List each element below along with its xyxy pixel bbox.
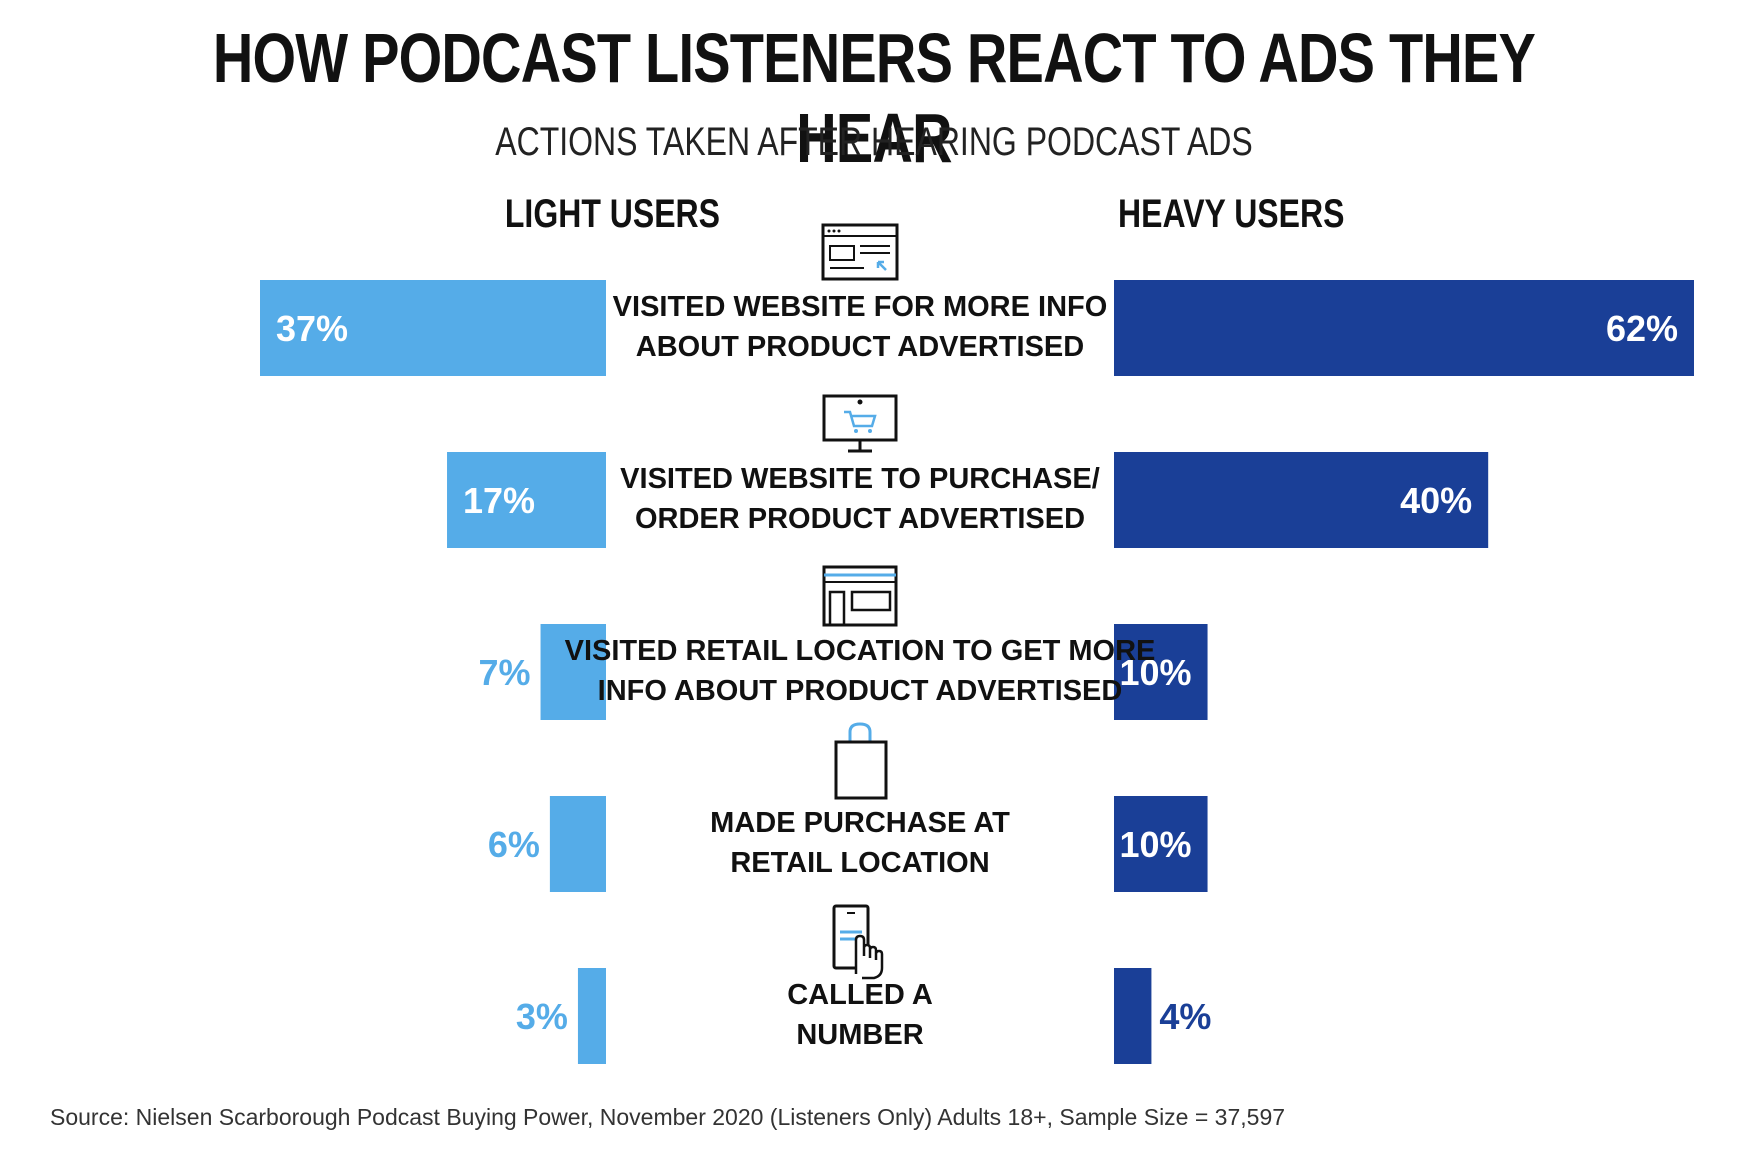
category-label: VISITED WEBSITE FOR MORE INFO bbox=[613, 291, 1108, 323]
source-note: Source: Nielsen Scarborough Podcast Buyi… bbox=[50, 1104, 1286, 1130]
chart-title: HOW PODCAST LISTENERS REACT TO ADS THEY … bbox=[212, 19, 1536, 177]
light-users-value-label: 7% bbox=[479, 652, 531, 693]
light-users-bar bbox=[447, 452, 606, 548]
category-label: CALLED A bbox=[787, 979, 933, 1011]
light-users-value-label: 6% bbox=[488, 824, 540, 865]
heavy-users-value-label: 10% bbox=[1119, 652, 1191, 693]
monitor-cart-icon bbox=[822, 394, 898, 453]
light-users-value-label: 17% bbox=[463, 480, 535, 521]
category-label: NUMBER bbox=[796, 1019, 923, 1051]
category-label: MADE PURCHASE AT bbox=[710, 807, 1010, 839]
category-label: INFO ABOUT PRODUCT ADVERTISED bbox=[598, 675, 1123, 707]
heavy-users-value-label: 40% bbox=[1400, 480, 1472, 521]
category-label: VISITED RETAIL LOCATION TO GET MORE bbox=[565, 635, 1156, 667]
heavy-users-value-label: 10% bbox=[1119, 824, 1191, 865]
storefront-icon bbox=[822, 565, 898, 627]
light-users-value-label: 3% bbox=[516, 996, 568, 1037]
heavy-users-bar bbox=[1114, 624, 1208, 720]
light-users-bar bbox=[549, 796, 606, 892]
chart-subtitle: ACTIONS TAKEN AFTER HEARING PODCAST ADS bbox=[495, 120, 1253, 164]
light-users-bar bbox=[260, 280, 606, 376]
category-label: ORDER PRODUCT ADVERTISED bbox=[635, 503, 1085, 535]
heavy-users-bar bbox=[1114, 796, 1208, 892]
light-users-value-label: 37% bbox=[276, 308, 348, 349]
heavy-users-bar bbox=[1114, 968, 1152, 1064]
heavy-users-heading: HEAVY USERS bbox=[1118, 192, 1345, 236]
category-label: RETAIL LOCATION bbox=[730, 847, 989, 879]
light-users-heading: LIGHT USERS bbox=[504, 192, 720, 236]
light-users-bar bbox=[577, 968, 606, 1064]
shopping-bag-icon bbox=[834, 722, 888, 800]
category-label: VISITED WEBSITE TO PURCHASE/ bbox=[620, 463, 1100, 495]
heavy-users-bar bbox=[1114, 280, 1694, 376]
category-label: ABOUT PRODUCT ADVERTISED bbox=[636, 331, 1084, 363]
heavy-users-bar bbox=[1114, 452, 1489, 548]
heavy-users-value-label: 62% bbox=[1606, 308, 1678, 349]
light-users-bar bbox=[540, 624, 606, 720]
phone-tap-icon bbox=[832, 904, 884, 980]
heavy-users-value-label: 4% bbox=[1159, 996, 1211, 1037]
browser-window-icon bbox=[821, 223, 899, 281]
